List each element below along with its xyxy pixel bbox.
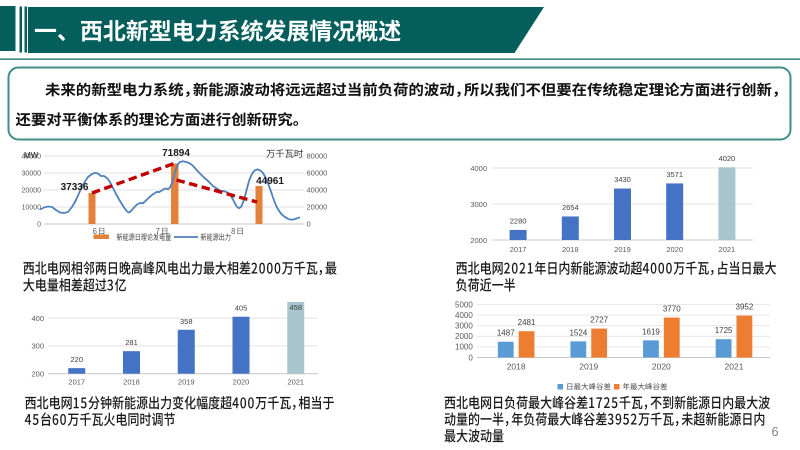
svg-text:0: 0: [468, 353, 473, 362]
svg-text:40000: 40000: [22, 154, 42, 161]
svg-text:2018: 2018: [123, 378, 140, 387]
svg-text:3571: 3571: [666, 170, 683, 179]
svg-text:20000: 20000: [22, 188, 42, 195]
svg-text:60000: 60000: [307, 169, 328, 178]
svg-text:0: 0: [37, 222, 41, 229]
svg-text:281: 281: [125, 338, 138, 347]
svg-text:2019: 2019: [579, 361, 598, 371]
svg-text:10000: 10000: [22, 205, 42, 212]
svg-text:405: 405: [235, 304, 248, 313]
svg-text:3430: 3430: [614, 175, 631, 184]
svg-text:2020: 2020: [233, 378, 250, 387]
svg-text:2017: 2017: [68, 378, 85, 387]
svg-text:358: 358: [180, 317, 193, 326]
svg-text:2018: 2018: [507, 361, 526, 371]
svg-text:3000: 3000: [455, 322, 473, 331]
svg-text:3000: 3000: [470, 200, 487, 209]
svg-text:2654: 2654: [562, 203, 579, 212]
svg-text:80000: 80000: [307, 152, 328, 161]
svg-text:3952: 3952: [736, 303, 754, 312]
svg-text:400: 400: [31, 314, 44, 323]
svg-text:MW: MW: [24, 151, 39, 160]
svg-text:37336: 37336: [61, 182, 89, 193]
svg-text:1619: 1619: [642, 327, 660, 336]
svg-text:2021: 2021: [725, 361, 744, 371]
svg-text:4000: 4000: [455, 311, 473, 320]
svg-text:4000: 4000: [470, 164, 487, 173]
svg-text:5000: 5000: [455, 300, 473, 309]
svg-text:0: 0: [307, 220, 311, 229]
svg-text:200: 200: [31, 370, 44, 379]
svg-text:2020: 2020: [666, 245, 683, 254]
svg-text:2727: 2727: [590, 316, 608, 325]
svg-text:20000: 20000: [307, 203, 328, 212]
svg-text:220: 220: [70, 355, 83, 364]
svg-text:1725: 1725: [715, 326, 733, 335]
svg-text:1524: 1524: [569, 328, 587, 337]
svg-text:2280: 2280: [510, 216, 527, 225]
svg-text:1000: 1000: [455, 343, 473, 352]
svg-text:40000: 40000: [307, 186, 328, 195]
svg-text:2000: 2000: [455, 332, 473, 341]
svg-text:4020: 4020: [719, 154, 736, 163]
svg-text:300: 300: [31, 342, 44, 351]
svg-text:2017: 2017: [510, 245, 527, 254]
svg-text:2021: 2021: [287, 378, 304, 387]
svg-text:2019: 2019: [614, 245, 631, 254]
svg-text:30000: 30000: [22, 171, 42, 178]
svg-text:1487: 1487: [497, 329, 515, 338]
svg-text:2019: 2019: [178, 378, 195, 387]
svg-text:3770: 3770: [663, 305, 681, 314]
svg-text:458: 458: [289, 303, 302, 312]
svg-text:71894: 71894: [162, 148, 190, 159]
svg-text:2018: 2018: [562, 245, 579, 254]
svg-text:2481: 2481: [518, 318, 536, 327]
svg-text:6: 6: [772, 425, 779, 439]
svg-text:2020: 2020: [652, 361, 671, 371]
svg-text:2000: 2000: [470, 236, 487, 245]
svg-text:2021: 2021: [719, 245, 736, 254]
svg-text:44961: 44961: [256, 176, 284, 187]
